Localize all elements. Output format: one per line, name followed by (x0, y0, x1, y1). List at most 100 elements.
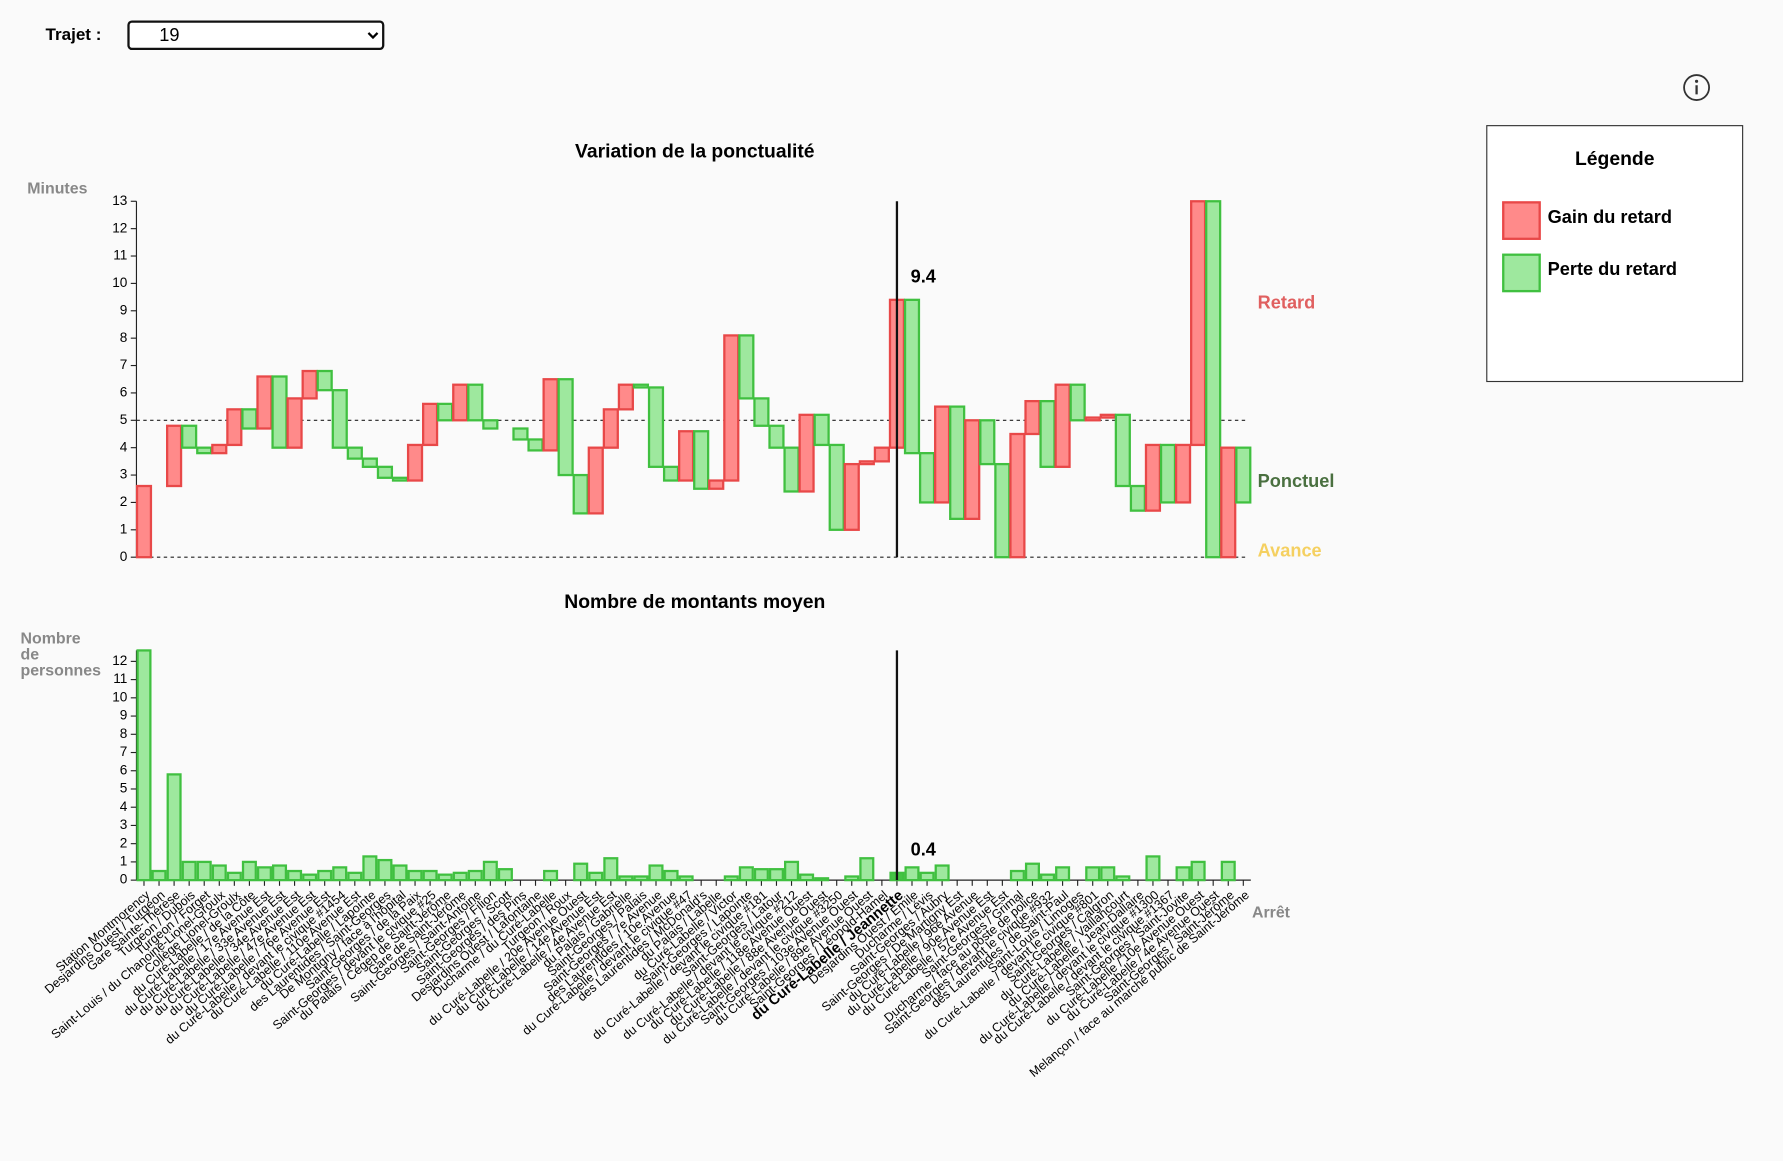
route-select[interactable]: 19 (127, 20, 385, 51)
delay-bar (1099, 413, 1116, 419)
bar (1175, 866, 1191, 882)
delay-bar (858, 460, 875, 466)
info-icon[interactable] (1682, 73, 1712, 103)
y-tick-label: 5 (120, 781, 128, 796)
legend-label: Gain du retard (1547, 208, 1672, 228)
delay-bar (1174, 443, 1192, 504)
bar (392, 864, 408, 882)
bar (1024, 862, 1041, 882)
bar (799, 873, 815, 882)
chart-title: Nombre de montants moyen (564, 592, 825, 613)
y-tick-label: 2 (120, 494, 128, 509)
bar (347, 871, 363, 882)
zone-label: Ponctuel (1258, 471, 1335, 491)
delay-bar (1220, 446, 1237, 559)
delay-bar (693, 430, 710, 490)
delay-bar (1009, 432, 1026, 559)
delay-bar (843, 462, 860, 531)
delay-bar (166, 424, 183, 488)
bar (588, 871, 604, 882)
bar (1040, 873, 1056, 882)
bar (317, 869, 333, 882)
selection-value: 0.4 (911, 839, 937, 859)
y-tick-label: 9 (120, 302, 128, 317)
y-axis-label: Nombre de personnes (20, 628, 101, 679)
bar (814, 877, 830, 882)
delay-bar (918, 452, 936, 504)
bar (1220, 860, 1236, 882)
zone-label: Avance (1258, 540, 1322, 560)
delay-bar (783, 446, 800, 493)
delay-bar (241, 408, 258, 430)
y-tick-label: 9 (120, 708, 128, 723)
delay-bar (482, 419, 499, 430)
bar (919, 871, 935, 882)
y-tick-label: 7 (120, 357, 128, 372)
bar (226, 871, 242, 882)
bar (211, 864, 227, 882)
delay-bar (632, 383, 650, 389)
delay-bar (256, 375, 273, 430)
delay-bar (934, 405, 951, 504)
y-tick-label: 11 (113, 671, 127, 686)
bar (302, 873, 318, 882)
delay-bar (422, 402, 439, 447)
bar (407, 869, 423, 882)
delay-bar (512, 427, 529, 441)
delay-bar (346, 446, 363, 460)
bar (543, 869, 559, 882)
delay-bar (994, 462, 1011, 559)
bar (332, 866, 348, 882)
route-label: Trajet : (45, 25, 102, 45)
y-tick-label: 12 (112, 653, 127, 668)
bar (452, 871, 468, 882)
y-tick-label: 6 (120, 385, 128, 400)
delay-bar (1235, 446, 1252, 504)
delay-bar (903, 298, 921, 455)
delay-bar (602, 408, 619, 449)
delay-bar (979, 419, 996, 466)
delay-bar (286, 397, 303, 449)
bar (723, 875, 739, 882)
delay-bar (1129, 484, 1146, 512)
delay-bar (181, 424, 198, 449)
delay-bar (964, 419, 981, 520)
delay-bar (391, 476, 409, 482)
y-axis-label: Minutes (27, 178, 88, 197)
bar (1009, 869, 1025, 882)
y-tick-label: 12 (112, 220, 127, 235)
delay-bar (708, 479, 725, 490)
bar (497, 868, 513, 882)
delay-bar (798, 413, 815, 493)
bar (1085, 866, 1101, 882)
bar (377, 858, 393, 882)
legend-swatch (1502, 201, 1541, 240)
y-tick-label: 0 (120, 549, 128, 564)
delay-bar (135, 484, 153, 559)
y-tick-label: 8 (120, 330, 128, 345)
bar (753, 868, 769, 882)
bar (467, 869, 483, 882)
delay-bar (376, 465, 394, 479)
delay-bar (1205, 200, 1222, 559)
bar (151, 869, 167, 882)
delay-bar (647, 386, 665, 468)
bar (1145, 855, 1161, 882)
delay-bar (452, 383, 469, 422)
y-tick-label: 13 (112, 193, 127, 208)
bar (663, 869, 679, 882)
delay-bar (738, 334, 755, 400)
y-tick-label: 6 (120, 762, 128, 777)
y-tick-label: 11 (113, 248, 127, 263)
bar (1055, 866, 1071, 882)
delay-bar (587, 446, 604, 515)
legend: Légende Gain du retard Perte du retard (1486, 125, 1744, 383)
bar (437, 873, 453, 882)
y-tick-label: 10 (112, 689, 128, 704)
delay-bar (723, 334, 740, 482)
bar (783, 860, 800, 882)
bar (422, 869, 438, 882)
bar (859, 857, 875, 882)
legend-swatch (1502, 253, 1541, 293)
delay-bar (467, 383, 484, 422)
